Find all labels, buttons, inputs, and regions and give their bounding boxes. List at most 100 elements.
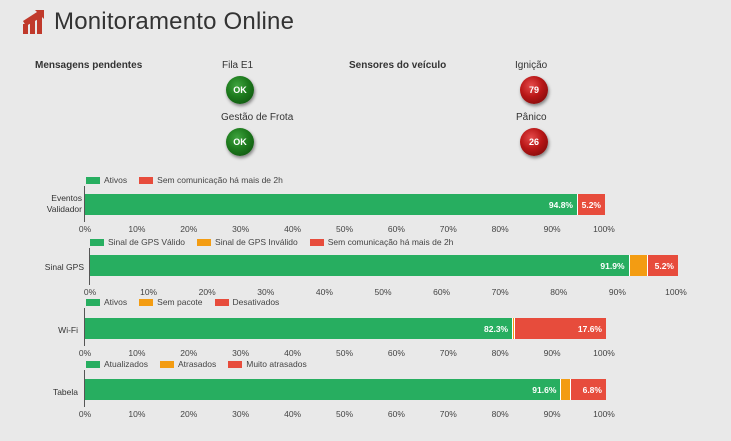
legend-label: Sinal de GPS Válido [108,237,186,247]
legend-swatch [197,238,212,246]
x-tick-label: 20% [180,224,198,234]
x-tick-label: 60% [433,287,451,297]
legend-swatch [228,360,243,368]
x-tick-label: 20% [180,348,198,358]
x-tick-label: 0% [78,348,92,358]
x-tick-label: 80% [491,348,509,358]
x-tick-label: 90% [543,224,561,234]
x-tick-label: 60% [387,409,405,419]
fleet-management-indicator[interactable]: OK [226,128,254,156]
legend-label: Sem pacote [157,297,203,307]
x-tick-label: 80% [491,224,509,234]
x-axis-ticks: 0% 10% 20% 30% 40% 50% 60% 70% 80% 90% 100% [79,348,615,360]
stacked-bar: 94.8% 5.2% [85,194,605,215]
legend-swatch [214,298,229,306]
x-axis-ticks: 0% 10% 20% 30% 40% 50% 60% 70% 80% 90% 100% [79,224,615,236]
x-tick-label: 100% [593,348,615,358]
bar-segment[interactable]: 5.2% [646,255,678,276]
x-tick-label: 80% [491,409,509,419]
x-tick-label: 20% [198,287,216,297]
queue-e1-label: Fila E1 [222,60,254,71]
x-tick-label: 100% [665,287,687,297]
bar-segment-label: 17.6% [577,323,602,334]
stacked-bar: 91.9% 5.2% [90,255,678,276]
bar-segment-label: 94.8% [548,199,573,210]
category-axis-line [84,186,85,222]
chart-legend: Ativos Sem comunicação há mais de 2h [86,175,295,185]
legend-label: Sinal de GPS Inválido [215,237,298,247]
category-axis-line [84,308,85,346]
x-tick-label: 0% [78,224,92,234]
x-tick-label: 100% [593,224,615,234]
ignition-label: Ignição [515,60,548,71]
x-tick-label: 80% [550,287,568,297]
category-label: Wi-Fi [58,325,78,335]
legend-item[interactable]: Desativados [214,297,280,307]
legend-item[interactable]: Ativos [86,175,127,185]
x-tick-label: 10% [128,348,146,358]
x-tick-label: 60% [387,224,405,234]
x-tick-label: 70% [439,224,457,234]
x-tick-label: 30% [257,287,275,297]
bar-segment[interactable]: 94.8% [85,194,577,215]
legend-label: Ativos [104,297,128,307]
bar-segment[interactable]: 1 [560,379,570,400]
x-tick-label: 90% [543,409,561,419]
x-tick-label: 100% [593,409,615,419]
x-tick-label: 30% [232,409,250,419]
app-header: Monitoramento Online [22,8,294,36]
x-tick-label: 0% [83,287,97,297]
category-axis-line [89,248,90,285]
x-tick-label: 50% [335,224,354,234]
x-tick-label: 70% [491,287,509,297]
x-tick-label: 10% [140,287,158,297]
bar-segment-label: 5.2% [654,260,674,271]
legend-label: Desativados [232,297,280,307]
x-tick-label: 60% [387,348,405,358]
legend-item[interactable]: Sem pacote [139,297,203,307]
vehicle-sensors-label: Sensores do veículo [349,60,447,71]
bar-segment[interactable]: 91.9% [90,255,629,276]
legend-item[interactable]: Atualizados [86,359,148,369]
bar-segment[interactable]: 5.2% [577,194,605,215]
legend-swatch [139,298,154,306]
stacked-bar: 82.3%0.1%17.6% [85,318,606,339]
legend-swatch [159,360,174,368]
x-axis-ticks: 0% 10% 20% 30% 40% 50% 60% 70% 80% 90% 100% [84,287,687,299]
bar-segment[interactable]: 6.8% [569,379,606,400]
bar-segment[interactable]: 17.6% [513,318,606,339]
panic-indicator[interactable]: 26 [520,128,548,156]
stacked-bar: 91.6% 1 6.8% [85,379,606,400]
x-tick-label: 90% [608,287,626,297]
x-tick-label: 40% [284,224,302,234]
legend-item[interactable]: Ativos [86,297,127,307]
legend-item[interactable]: Sinal de GPS Válido [90,237,185,247]
bar-segment[interactable]: 91.6% [85,379,561,400]
x-tick-label: 30% [232,224,250,234]
bar-segment-label: 91.6% [532,384,557,395]
x-tick-label: 50% [335,348,354,358]
x-tick-label: 70% [439,348,457,358]
bar-segment[interactable]: 82.3% [85,318,513,339]
ignition-indicator[interactable]: 79 [520,76,548,104]
page-title: Monitoramento Online [54,8,295,35]
queue-e1-indicator[interactable]: OK [226,76,254,104]
legend-swatch [86,298,100,306]
x-tick-label: 90% [543,348,561,358]
legend-item[interactable]: Atrasados [159,359,216,369]
x-tick-label: 20% [180,409,198,419]
bar-segment[interactable] [628,255,647,276]
x-tick-label: 40% [284,348,302,358]
legend-item[interactable]: Muito atrasados [228,359,307,369]
bar-chart-logo-icon [23,10,44,34]
chart-legend: Atualizados Atrasados Muito atrasados [86,359,319,369]
x-tick-label: 0% [78,409,92,419]
x-axis-ticks: 0% 10% 20% 30% 40% 50% 60% 70% 80% 90% 100% [79,409,615,421]
legend-item[interactable]: Sem comunicação há mais de 2h [139,175,283,185]
legend-item[interactable]: Sinal de GPS Inválido [197,237,298,247]
legend-swatch [309,238,324,246]
x-tick-label: 10% [128,224,146,234]
legend-swatch [86,360,100,368]
legend-item[interactable]: Sem comunicação há mais de 2h [309,237,453,247]
category-label: Sinal GPS [44,262,84,272]
